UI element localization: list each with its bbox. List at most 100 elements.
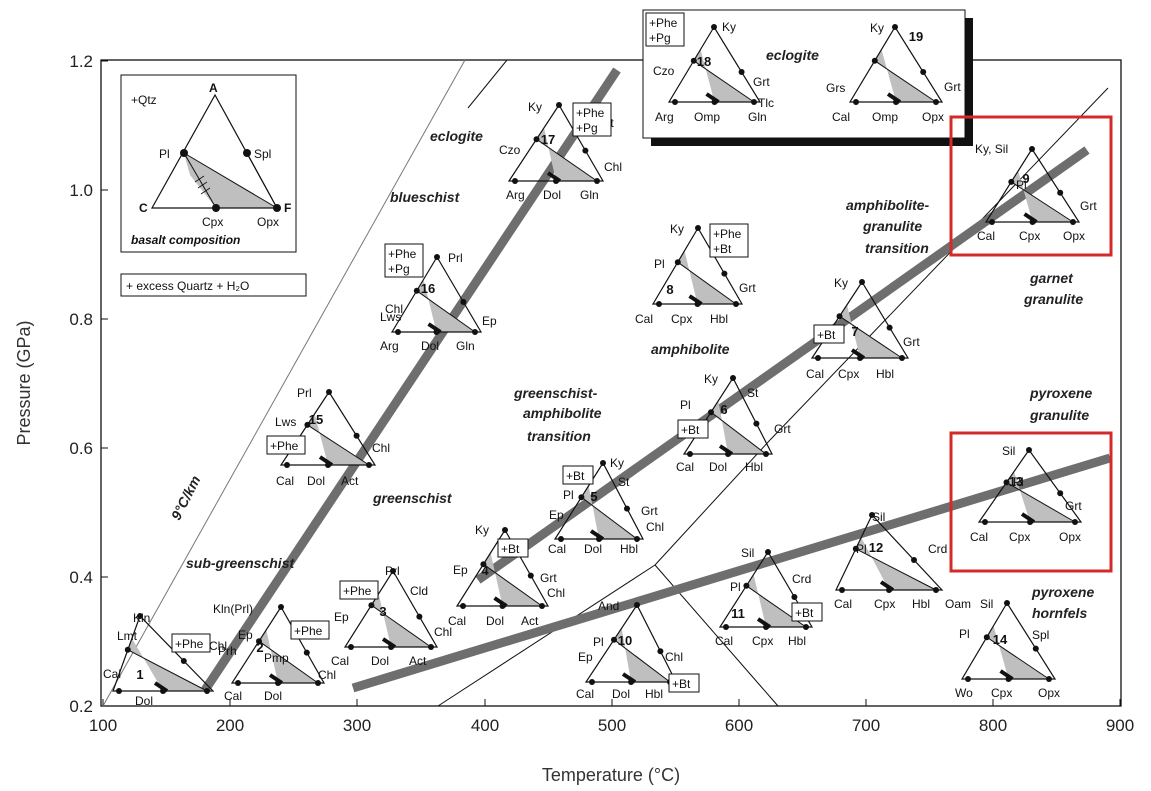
x-tick-label: 600 — [725, 716, 753, 735]
diagram-number: 19 — [909, 29, 923, 44]
assemblage-shade — [986, 625, 1049, 679]
mineral-label: Cal — [224, 689, 242, 703]
mineral-label: Omp — [694, 110, 720, 124]
mineral-label: Cal — [331, 654, 349, 668]
y-axis: 0.2 0.4 0.6 0.8 1.0 1.2 Pressure (GPa) — [14, 52, 108, 716]
x-tick-label: 300 — [343, 716, 371, 735]
assemblage-shade — [839, 304, 902, 358]
diagram-number: 2 — [256, 640, 263, 655]
mineral-label: Chl — [318, 668, 336, 682]
legend-note: + excess Quartz + H₂O — [126, 279, 249, 293]
assemblage-shade — [1006, 471, 1075, 522]
mineral-label: Czo — [653, 64, 675, 78]
legend: +Qtz A C F Pl Spl Cpx Opx basalt composi… — [120, 74, 307, 297]
facies-label: garnet — [1029, 270, 1074, 286]
legend-note-box — [120, 273, 307, 297]
extra-phase-label: +Phe — [388, 247, 417, 261]
mineral-label: Dol — [371, 654, 389, 668]
mineral-label: Hbl — [710, 312, 728, 326]
mineral-label: Arg — [506, 188, 525, 202]
y-tick-label: 0.8 — [69, 310, 93, 329]
assemblage-shade — [536, 127, 597, 181]
extra-phase-label: +Phe — [294, 624, 323, 638]
extra-phase-box — [791, 602, 823, 622]
mineral-label: Dol — [307, 474, 325, 488]
extra-phase-box — [497, 538, 529, 558]
mineral-label: Cal — [970, 530, 988, 544]
mineral-label: Chl — [646, 520, 664, 534]
mineral-label: Ky — [670, 222, 684, 236]
mineral-label: Opx — [1059, 530, 1081, 544]
mineral-label: Cal — [676, 460, 694, 474]
mineral-label: Hbl — [645, 687, 663, 701]
diagram-number: 5 — [590, 489, 597, 504]
mineral-label: Dol — [421, 339, 439, 353]
extra-phase-label: +Bt — [817, 328, 836, 342]
x-tick-label: 100 — [89, 716, 117, 735]
x-tick-label: 400 — [471, 716, 499, 735]
extra-phase-box — [339, 580, 379, 600]
mineral-label: Cld — [410, 584, 428, 598]
x-tick-label: 900 — [1106, 716, 1134, 735]
extra-phase-label: +Pg — [649, 31, 671, 45]
mineral-label: Prl — [448, 251, 463, 265]
mineral-label: Ep — [549, 508, 564, 522]
diagram-number: 1 — [136, 667, 143, 682]
diagram-number: 12 — [869, 540, 883, 555]
assemblage-shade — [259, 629, 318, 683]
diagram-number: 15 — [309, 412, 323, 427]
extra-phase-label: +Pg — [576, 121, 598, 135]
assemblage-diagram: 15 Prl Lws Chl Cal Dol Act +Phe — [266, 386, 390, 488]
diagram-number: 13 — [1009, 474, 1023, 489]
mineral-label: Ep — [453, 563, 468, 577]
mineral-label: Gln — [580, 188, 599, 202]
mineral-label: Hbl — [876, 367, 894, 381]
mineral-label: Act — [409, 654, 427, 668]
eclogite-inset — [642, 9, 966, 139]
mineral-label: Cal — [977, 229, 995, 243]
diagram-number: 3 — [379, 604, 386, 619]
facies-label: transition — [527, 428, 591, 444]
extra-phase-box — [290, 620, 330, 640]
mineral-label: Cal — [806, 367, 824, 381]
facies-label: amphibolite- — [846, 197, 930, 213]
assemblage-shade — [1011, 170, 1073, 222]
facies-label: greenschist — [372, 490, 453, 506]
assemblage-shade — [855, 537, 936, 590]
mineral-label: Cal — [448, 614, 466, 628]
extra-phase-label: +Phe — [649, 16, 678, 30]
y-tick-label: 0.4 — [69, 568, 93, 587]
assemblage-diagram: 17KyCzoGrtChlArgDolGln+Phe+Pg — [499, 100, 622, 202]
mineral-label: Dol — [612, 687, 630, 701]
y-tick-label: 1.0 — [69, 181, 93, 200]
mineral-label: Cal — [103, 667, 121, 681]
legend-opx: Opx — [257, 215, 279, 229]
mineral-label: Prl — [297, 386, 312, 400]
gradient-line-9c — [102, 59, 466, 707]
extra-phase-label: +Bt — [672, 677, 691, 691]
mineral-label: Ky — [610, 456, 624, 470]
mineral-label: Grt — [944, 80, 961, 94]
extra-phase-box — [813, 324, 845, 344]
mineral-label: Chl — [604, 160, 622, 174]
mineral-label: Act — [341, 474, 359, 488]
mineral-label: Ky — [870, 21, 884, 35]
mineral-label: Grs — [826, 81, 845, 95]
extra-phase-label: +Phe — [576, 106, 605, 120]
mineral-label: Gln — [748, 110, 767, 124]
extra-phase-label: +Pg — [388, 262, 410, 276]
diagram-number: 14 — [993, 632, 1008, 647]
assemblage-diagram: 6 Ky St Pl Grt Cal Dol Hbl +Bt — [676, 372, 791, 474]
legend-cpx: Cpx — [202, 215, 223, 229]
mineral-label: Cal — [715, 634, 733, 648]
diagram-number: 7 — [851, 324, 858, 339]
assemblage-diagram: 1 Kln Lmt Cal Dol Chl +Phe — [103, 611, 227, 708]
legend-pl: Pl — [159, 147, 170, 161]
assemblage-diagram: 3 Prl Cld Ep Cal Dol Act Chl +Phe — [331, 564, 452, 668]
mineral-label: Pl — [959, 627, 970, 641]
diagram-number: 6 — [720, 402, 727, 417]
y-tick-label: 0.6 — [69, 439, 93, 458]
